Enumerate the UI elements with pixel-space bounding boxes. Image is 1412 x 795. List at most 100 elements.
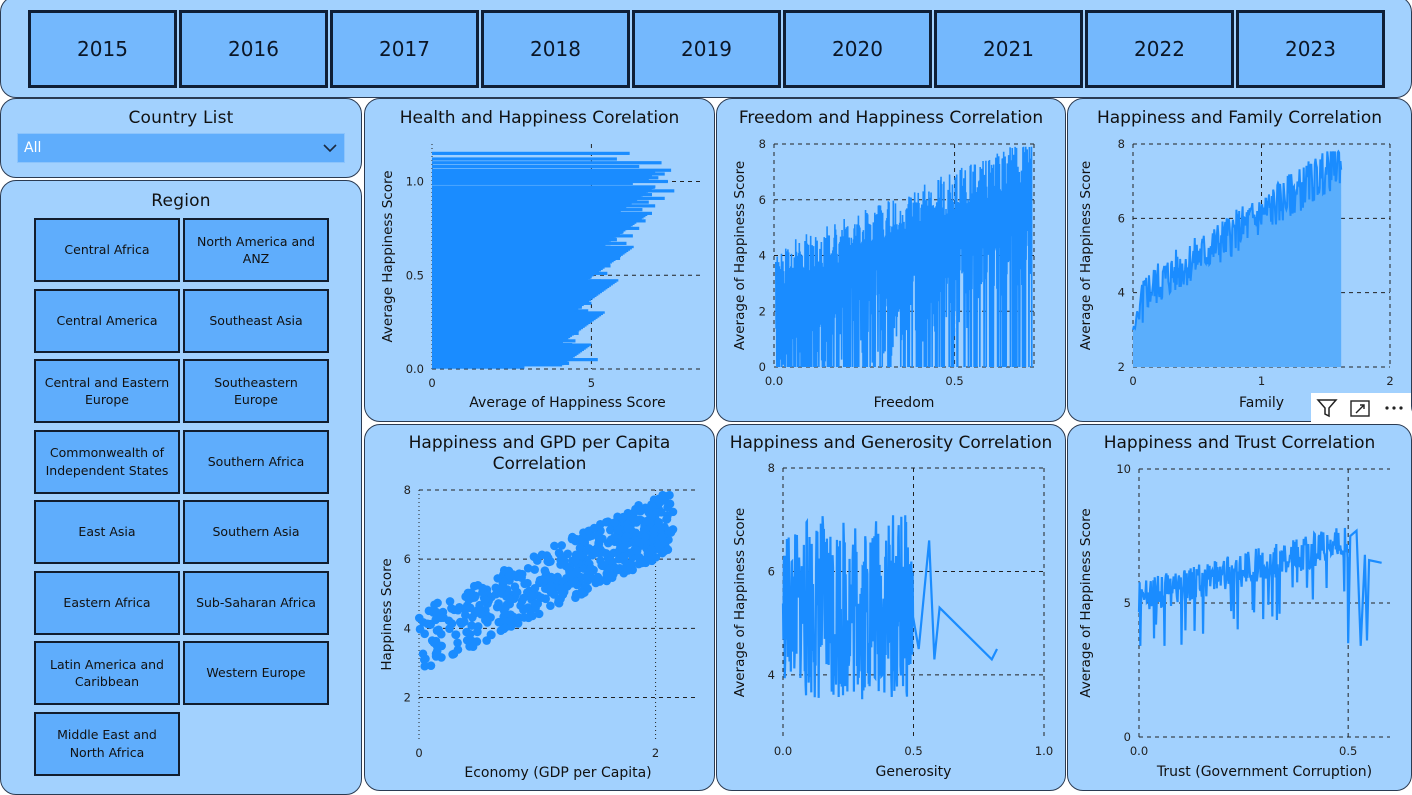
scatter-point (642, 516, 651, 526)
region-button[interactable]: Latin America and Caribbean (34, 641, 180, 705)
region-button[interactable]: Commonwealth of Independent States (34, 429, 180, 494)
bar (432, 230, 624, 233)
region-button[interactable]: Middle East and North Africa (34, 711, 180, 776)
scatter-point (420, 629, 429, 639)
bar (432, 271, 598, 274)
scatter-point (465, 603, 475, 613)
scatter-point (598, 561, 607, 571)
bar (432, 343, 592, 346)
bar (432, 295, 595, 299)
country-dropdown[interactable]: All (17, 133, 345, 163)
scatter-point (506, 610, 515, 619)
year-button-2016[interactable]: 2016 (179, 10, 328, 88)
bar (432, 334, 573, 337)
scatter-point (499, 624, 509, 634)
scatter-point (618, 543, 628, 553)
scatter-point (605, 525, 615, 535)
bar (432, 347, 586, 350)
bar (432, 220, 639, 223)
trust-chart-panel: Happiness and Trust Correlation 0.0 0.5 0 5… (1067, 424, 1412, 791)
scatter-point (439, 613, 448, 622)
scatter-point (453, 638, 462, 648)
family-chart-panel: Happiness and Family Correlation 0 1 2 2 4 6 8… (1067, 98, 1412, 422)
scatter-point (557, 541, 566, 550)
scatter-point (480, 595, 490, 605)
y-tick-label: 1.0 (406, 175, 424, 189)
scatter-point (434, 625, 443, 635)
more-options-icon[interactable] (1382, 397, 1406, 419)
x-tick-label: 1.0 (1035, 744, 1053, 758)
scatter-point (657, 532, 667, 542)
bar (432, 190, 649, 193)
scatter-point (465, 629, 475, 639)
bar (432, 179, 668, 184)
region-button[interactable]: Southeastern Europe (183, 359, 329, 423)
y-tick-label: 8 (1118, 137, 1125, 151)
filter-icon[interactable] (1316, 397, 1338, 419)
region-button[interactable]: East Asia (34, 500, 180, 564)
bar (432, 306, 581, 309)
bar (432, 222, 635, 226)
bar (432, 236, 615, 240)
bar (432, 161, 662, 165)
bar (432, 289, 604, 292)
bar (432, 164, 640, 169)
bar (432, 216, 644, 219)
freedom-chart-title: Freedom and Happiness Correlation (738, 108, 1044, 128)
bar (432, 304, 582, 308)
y-tick-label: 6 (404, 552, 411, 566)
bar (432, 297, 593, 300)
year-button-2020[interactable]: 2020 (783, 10, 932, 88)
scatter-point (571, 556, 580, 565)
region-button[interactable]: North America and ANZ (183, 218, 329, 282)
year-button-2018[interactable]: 2018 (481, 10, 630, 88)
year-button-2017[interactable]: 2017 (330, 10, 479, 88)
scatter-point (523, 563, 533, 573)
bar (432, 298, 592, 301)
bar (432, 324, 587, 327)
bar (432, 218, 640, 222)
bar (432, 310, 575, 313)
bar (432, 362, 564, 366)
bar (432, 194, 643, 197)
bar (432, 174, 652, 178)
region-button[interactable]: Southeast Asia (183, 288, 329, 353)
scatter-point (649, 525, 659, 535)
bar (432, 252, 625, 255)
scatter-point (585, 567, 594, 576)
year-button-2022[interactable]: 2022 (1085, 10, 1234, 88)
bar (432, 202, 632, 205)
region-button[interactable]: Central Africa (34, 218, 180, 282)
region-button[interactable]: Eastern Africa (34, 570, 180, 635)
year-button-2015[interactable]: 2015 (28, 10, 177, 88)
region-button[interactable]: Central and Eastern Europe (34, 359, 180, 423)
x-tick-label: 0 (428, 376, 435, 390)
scatter-point (426, 661, 436, 670)
region-button[interactable]: Southern Asia (183, 500, 329, 564)
scatter-point (623, 524, 632, 533)
year-button-2023[interactable]: 2023 (1236, 10, 1385, 88)
year-button-2019[interactable]: 2019 (632, 10, 781, 88)
focus-mode-icon[interactable] (1349, 397, 1371, 419)
y-axis-label: Average Happiness Score (380, 170, 396, 342)
scatter-point (530, 565, 539, 574)
scatter-point (613, 565, 622, 575)
bar (432, 279, 619, 282)
year-button-2021[interactable]: 2021 (934, 10, 1083, 88)
scatter-point (546, 601, 555, 611)
bar (432, 232, 620, 236)
region-button[interactable]: Central America (34, 288, 180, 353)
y-tick-label: 0 (1124, 730, 1131, 744)
bar (432, 241, 608, 245)
bar (432, 209, 621, 213)
gdp-chart: 0 2 2 4 6 8 Economy (GDP per Capita) Happiness … (379, 483, 697, 781)
region-button[interactable]: Sub-Saharan Africa (183, 570, 329, 635)
bar (432, 355, 575, 358)
bar (432, 311, 605, 314)
region-button[interactable]: Southern Africa (183, 429, 329, 494)
scatter-point (432, 646, 442, 656)
bar (432, 253, 623, 256)
y-tick-label: 6 (1118, 211, 1125, 225)
bar (432, 286, 608, 290)
region-button[interactable]: Western Europe (183, 641, 329, 705)
